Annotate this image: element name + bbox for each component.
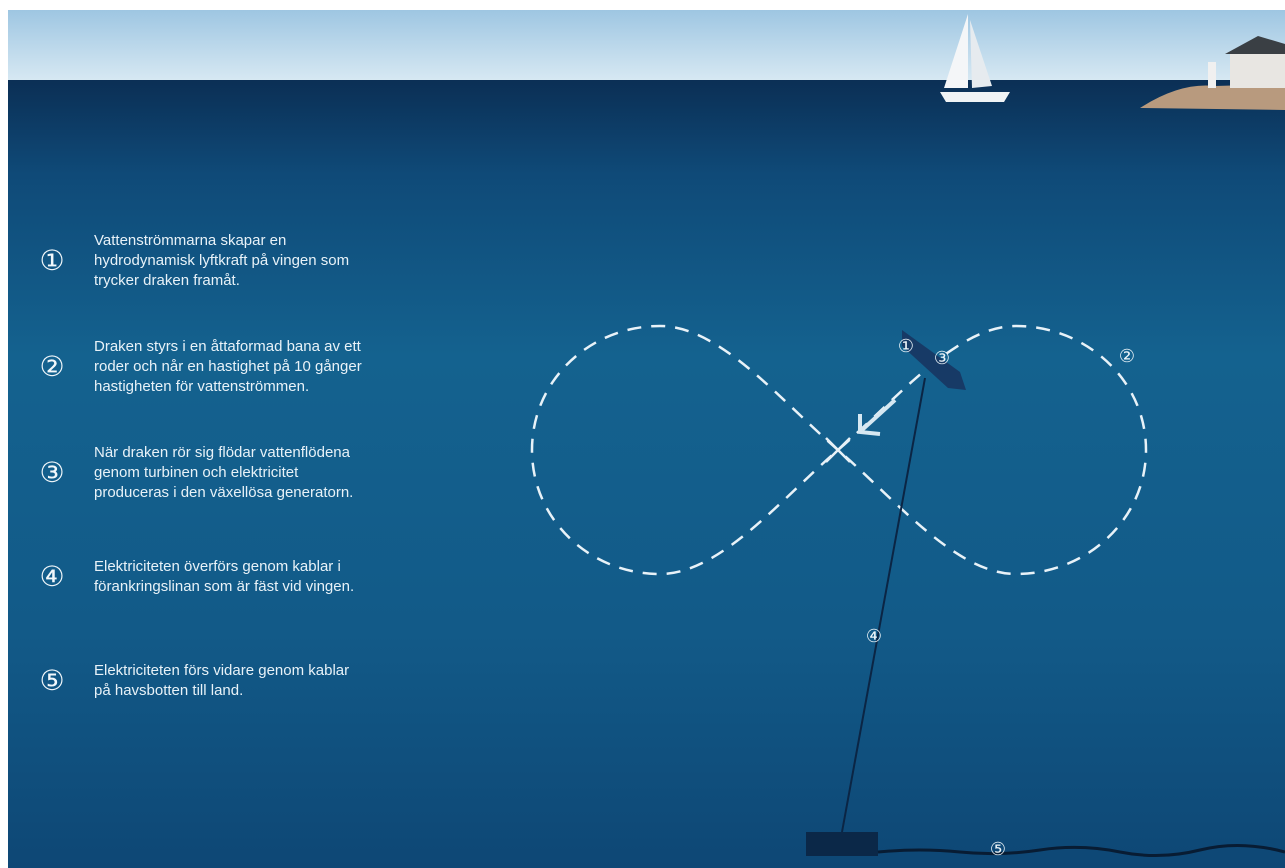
step-text: När draken rör sig flödar vattenflödena <box>94 444 351 461</box>
diagram-label: ④ <box>866 626 882 647</box>
step-text: Elektriciteten överförs genom kablar i <box>94 558 341 575</box>
diagram-label: ② <box>1119 346 1135 367</box>
step-text: trycker draken framåt. <box>94 272 240 289</box>
step-text: hydrodynamisk lyftkraft på vingen som <box>94 252 349 269</box>
diagram-label: ③ <box>934 348 950 369</box>
step-number: ⑤ <box>39 664 64 697</box>
step-text: förankringslinan som är fäst vid vingen. <box>94 578 354 595</box>
step-text: på havsbotten till land. <box>94 682 243 699</box>
step-text: produceras i den växellösa generatorn. <box>94 484 353 501</box>
step-text: roder och når en hastighet på 10 gånger <box>94 358 362 375</box>
step-text: Vattenströmmarna skapar en <box>94 232 286 249</box>
diagram-label: ① <box>898 336 914 357</box>
step-text: Elektriciteten förs vidare genom kablar <box>94 662 349 679</box>
anchor-base <box>806 832 878 856</box>
page: {"steps": [ {"number": "①", "lines": ["V… <box>0 0 1285 868</box>
diagram-label: ⑤ <box>990 839 1006 860</box>
step-text: genom turbinen och elektricitet <box>94 464 299 481</box>
infographic: ①③②④⑤ ①Vattenströmmarna skapar enhydrody… <box>0 0 1285 868</box>
step-number: ① <box>39 244 64 277</box>
step-number: ② <box>39 350 64 383</box>
step-number: ③ <box>39 456 64 489</box>
step-number: ④ <box>39 560 64 593</box>
step-text: Draken styrs i en åttaformad bana av ett <box>94 338 362 355</box>
sky <box>8 10 1285 82</box>
step-text: hastigheten för vattenströmmen. <box>94 378 309 395</box>
